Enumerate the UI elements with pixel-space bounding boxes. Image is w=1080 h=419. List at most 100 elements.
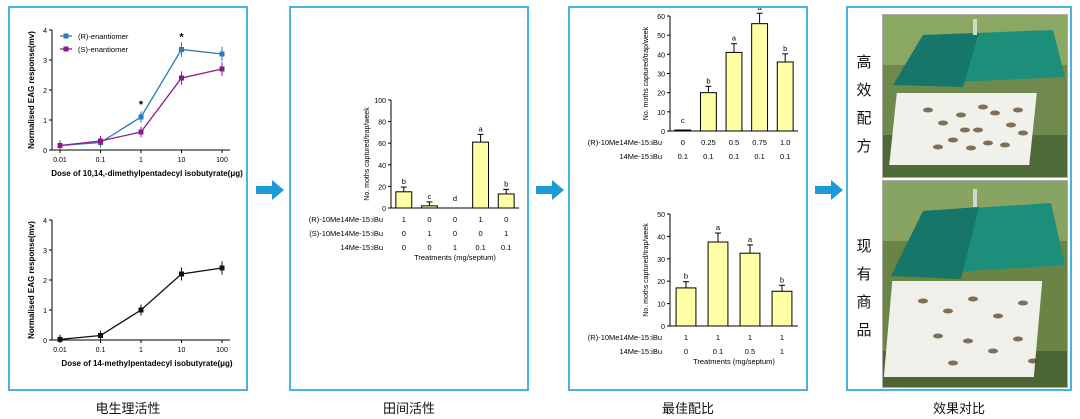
data-point [138, 129, 144, 135]
treatment-value: 0 [453, 229, 457, 238]
significance-letter: b [684, 272, 688, 281]
y-tick-label: 40 [657, 52, 665, 59]
significance-letter: c [428, 192, 432, 201]
y-tick-label: 20 [657, 279, 665, 286]
data-point [219, 51, 225, 57]
x-tick-label: 10 [178, 347, 186, 354]
x-axis-label: Treatments (mg/septum) [693, 357, 775, 366]
data-point [98, 138, 103, 144]
bar [699, 92, 717, 132]
bar [725, 51, 743, 132]
data-point [179, 271, 184, 277]
treatment-row-label: 14Me-15:iBu [619, 347, 662, 356]
y-axis-label: Normalised EAG response(mv) [27, 31, 36, 149]
y-axis-label: No. moths captured/trap/week [643, 26, 650, 120]
x-tick-label: 1 [139, 157, 143, 164]
treatment-row-label: (R)-10Me14Me-15:iBu [309, 215, 383, 224]
treatment-value: 1 [427, 229, 431, 238]
significance-letter: b [780, 275, 784, 284]
arrow-right-icon [256, 180, 284, 200]
y-tick-label: 40 [378, 163, 386, 170]
treatment-value: 1 [504, 229, 508, 238]
treatment-row-label: (R)-10Me14Me-15:iBu [588, 138, 662, 147]
trap-image [883, 181, 1067, 387]
x-tick-label: 0.1 [96, 157, 106, 164]
data-point [138, 307, 144, 313]
y-axis-label: No. moths captured/trap/week [364, 107, 371, 201]
caption-panel1: 电生理活性 [95, 402, 161, 417]
significance-letter: b [783, 44, 787, 53]
treatment-value: 0.1 [754, 152, 764, 161]
chart-eag-dimethyl: 0 1 2 3 4 0.01 0.1 1 10 100 Dose of 10,14,-dimethy… [27, 28, 243, 178]
panel-eag: 0 1 2 3 4 0.01 0.1 1 10 100 Dose of 10,14,-dimethy… [8, 6, 248, 391]
treatment-value: 0.25 [701, 138, 716, 147]
bar [707, 241, 729, 327]
treatment-row-label: 14Me-15:iBu [340, 243, 383, 252]
y-tick-label: 60 [657, 14, 665, 21]
y-tick-label: 4 [43, 28, 47, 35]
series-line [59, 267, 223, 341]
y-tick-label: 30 [657, 257, 665, 264]
data-point [138, 114, 144, 120]
bar [771, 290, 793, 327]
treatment-value: 1 [684, 333, 688, 342]
y-tick-label: 3 [43, 58, 47, 65]
y-tick-label: 10 [657, 302, 665, 309]
x-tick-label: 1 [139, 347, 143, 354]
treatment-value: 1 [748, 333, 752, 342]
bar [675, 287, 697, 327]
treatment-value: 1 [402, 215, 406, 224]
treatment-value: 0.75 [752, 138, 767, 147]
treatment-value: 1 [716, 333, 720, 342]
significance-letter: a [748, 235, 753, 244]
y-tick-label: 2 [43, 88, 47, 95]
legend-label: (S)-enantiomer [78, 45, 129, 54]
treatment-value: 0 [402, 229, 406, 238]
panel-field-activity: 0 20 40 60 80 100 b c d a b No. moths captured/trap… [289, 6, 529, 391]
treatment-value: 0 [427, 243, 431, 252]
y-tick-label: 10 [657, 110, 665, 117]
treatment-row-label: 14Me-15:iBu [619, 152, 662, 161]
significance-letter: a [716, 223, 721, 232]
data-point [179, 47, 184, 52]
treatment-value: 1 [780, 347, 784, 356]
y-tick-label: 20 [378, 184, 386, 191]
y-tick-label: 30 [657, 72, 665, 79]
x-tick-label: 10 [178, 157, 186, 164]
treatment-value: 0.1 [703, 152, 713, 161]
legend-label: (R)-enantiomer [78, 32, 129, 41]
significance-star: * [139, 99, 144, 111]
data-point [57, 143, 63, 148]
data-point [219, 66, 225, 72]
arrow-right-icon [536, 180, 564, 200]
significance-letter: c [681, 116, 685, 125]
x-tick-label: 0.01 [53, 157, 67, 164]
bar [751, 23, 769, 132]
data-point [98, 333, 103, 338]
treatment-value: 0.5 [745, 347, 755, 356]
treatment-value: 1 [453, 243, 457, 252]
y-tick-label: 3 [43, 248, 47, 255]
x-tick-label: 100 [216, 157, 228, 164]
y-tick-label: 1 [43, 308, 47, 315]
treatment-value: 0 [504, 215, 508, 224]
y-tick-label: 50 [657, 33, 665, 40]
significance-letter: a [732, 34, 737, 43]
panel-effect-comparison: 高效配方 现有商品 [846, 6, 1072, 391]
caption-panel4: 效果对比 [932, 402, 985, 417]
bar [776, 61, 794, 132]
y-tick-label: 0 [661, 129, 665, 136]
treatment-value: 0.5 [729, 138, 739, 147]
caption-panel3: 最佳配比 [661, 402, 714, 417]
treatment-value: 0.1 [475, 243, 485, 252]
treatment-value: 0.1 [729, 152, 739, 161]
treatment-row-label: (R)-10Me14Me-15:iBu [588, 333, 662, 342]
chart-eag-methyl: 0 1 2 3 4 0.01 0.1 1 10 100 Dose of 14-methylpenta… [27, 218, 233, 368]
treatment-value: 0.1 [678, 152, 688, 161]
legend-marker [63, 33, 69, 39]
y-tick-label: 100 [374, 98, 386, 105]
treatment-value: 1 [479, 215, 483, 224]
y-tick-label: 4 [43, 218, 47, 225]
data-point [179, 75, 184, 81]
bar [497, 193, 515, 209]
